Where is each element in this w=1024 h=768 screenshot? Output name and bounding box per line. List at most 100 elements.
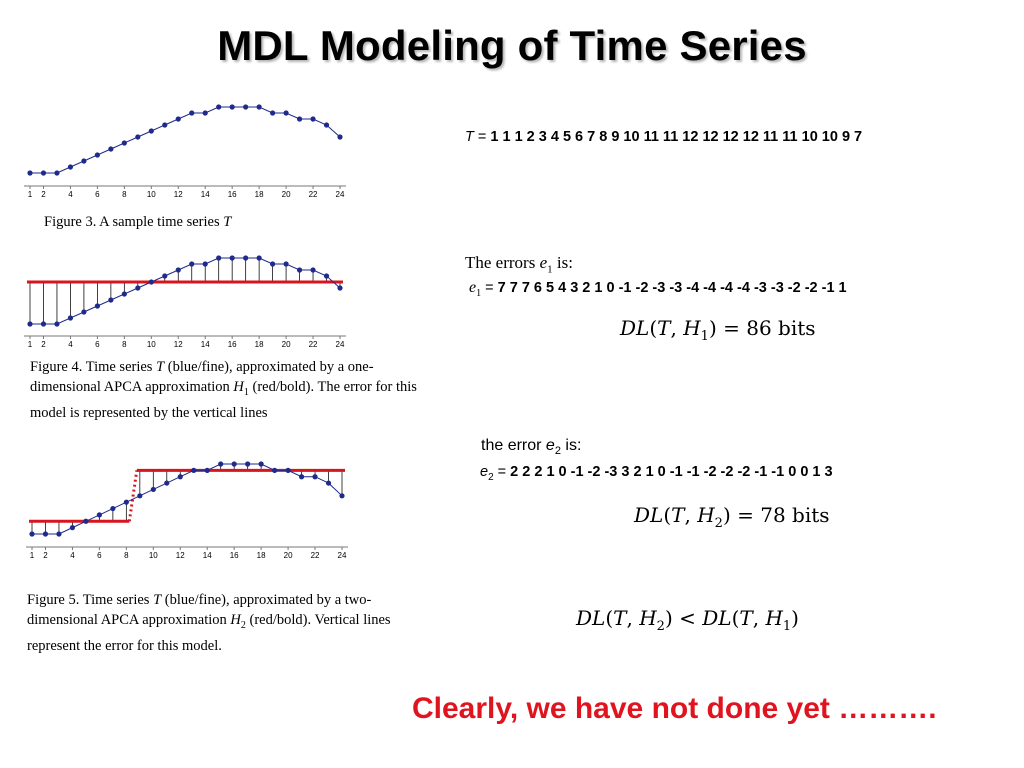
series-point bbox=[256, 104, 262, 110]
series-point bbox=[148, 128, 154, 134]
x-tick-label: 20 bbox=[282, 340, 291, 349]
series-point bbox=[175, 116, 181, 122]
errors-e2-values: e2 = 2 2 2 1 0 -1 -2 -3 3 2 1 0 -1 -1 -2… bbox=[480, 464, 833, 483]
series-point bbox=[83, 518, 89, 524]
series-point bbox=[148, 279, 154, 285]
x-tick-label: 1 bbox=[28, 340, 33, 349]
series-point bbox=[270, 110, 276, 116]
series-point bbox=[121, 291, 127, 297]
series-point bbox=[67, 315, 74, 321]
series-point bbox=[258, 461, 264, 467]
series-point bbox=[243, 104, 249, 110]
series-point bbox=[270, 261, 276, 267]
x-tick-label: 2 bbox=[41, 340, 46, 349]
series-point bbox=[272, 467, 278, 473]
figure-5-caption: Figure 5. Time series T (blue/fine), app… bbox=[27, 592, 391, 654]
series-point bbox=[202, 110, 208, 116]
x-tick-label: 12 bbox=[174, 340, 183, 349]
series-line bbox=[32, 463, 343, 535]
series-point bbox=[29, 531, 35, 537]
series-point bbox=[54, 170, 60, 176]
x-tick-label: 4 bbox=[70, 551, 75, 558]
series-point bbox=[191, 467, 197, 473]
series-point bbox=[337, 134, 343, 140]
series-point bbox=[296, 116, 303, 122]
series-point bbox=[296, 267, 303, 273]
errors-e1-intro: The errors e1 is: bbox=[465, 253, 573, 276]
series-point bbox=[216, 255, 222, 261]
x-tick-label: 22 bbox=[309, 340, 318, 349]
x-tick-label: 12 bbox=[176, 551, 185, 558]
series-point bbox=[323, 273, 330, 279]
series-point bbox=[189, 261, 195, 267]
series-point bbox=[229, 255, 235, 261]
x-tick-label: 14 bbox=[201, 190, 210, 199]
x-tick-label: 10 bbox=[149, 551, 158, 558]
series-point bbox=[323, 122, 330, 128]
series-point bbox=[231, 461, 237, 467]
series-point bbox=[310, 116, 316, 122]
series-point bbox=[150, 486, 156, 493]
x-tick-label: 6 bbox=[97, 551, 102, 558]
conclusion-text: Clearly, we have not done yet ………. bbox=[412, 692, 937, 725]
series-point bbox=[42, 531, 49, 537]
x-tick-label: 8 bbox=[122, 190, 127, 199]
series-point bbox=[94, 303, 100, 309]
series-point bbox=[245, 461, 251, 467]
dl-h2-equation: DL(T, H2) = 78 bits bbox=[634, 503, 830, 531]
series-point bbox=[337, 285, 343, 291]
x-tick-label: 10 bbox=[147, 340, 156, 349]
x-tick-label: 18 bbox=[255, 190, 264, 199]
series-point bbox=[81, 309, 87, 315]
series-point bbox=[27, 170, 33, 176]
x-tick-label: 22 bbox=[309, 190, 318, 199]
series-point bbox=[164, 480, 170, 486]
series-t-values: T = 1 1 1 2 3 4 5 6 7 8 9 10 11 11 12 12… bbox=[465, 129, 863, 145]
slide-title: MDL Modeling of Time Series bbox=[217, 22, 807, 69]
series-point bbox=[27, 321, 33, 327]
x-tick-label: 22 bbox=[311, 551, 320, 558]
x-tick-label: 14 bbox=[201, 340, 210, 349]
figure-4-caption: Figure 4. Time series T (blue/fine), app… bbox=[30, 359, 417, 421]
x-tick-label: 16 bbox=[230, 551, 239, 558]
series-point bbox=[204, 467, 210, 473]
x-tick-label: 16 bbox=[228, 190, 237, 199]
figure-3-caption: Figure 3. A sample time series T bbox=[44, 214, 232, 230]
series-point bbox=[285, 467, 291, 473]
x-tick-label: 20 bbox=[282, 190, 291, 199]
series-point bbox=[162, 273, 168, 279]
series-line bbox=[30, 106, 341, 174]
series-point bbox=[94, 152, 100, 158]
x-tick-label: 14 bbox=[203, 551, 212, 558]
x-tick-label: 6 bbox=[95, 340, 100, 349]
x-tick-label: 8 bbox=[122, 340, 127, 349]
series-point bbox=[189, 110, 195, 116]
figure-4-chart: 1 2 4 6 8 10 12 14 16 18 20 22 24 bbox=[24, 255, 346, 349]
series-point bbox=[56, 531, 62, 537]
series-point bbox=[325, 480, 332, 486]
series-point bbox=[177, 474, 183, 480]
x-tick-label: 2 bbox=[41, 190, 46, 199]
series-point bbox=[96, 512, 102, 518]
series-point bbox=[40, 170, 47, 176]
series-point bbox=[108, 146, 114, 152]
x-tick-label: 20 bbox=[284, 551, 293, 558]
x-tick-label: 1 bbox=[30, 551, 35, 558]
series-point bbox=[243, 255, 249, 261]
series-point bbox=[162, 122, 168, 128]
series-point bbox=[339, 493, 345, 499]
x-tick-label: 24 bbox=[336, 190, 345, 199]
dl-h1-equation: DL(T, H1) = 86 bits bbox=[620, 316, 816, 344]
series-point bbox=[312, 474, 318, 480]
series-line bbox=[30, 257, 341, 325]
series-point bbox=[40, 321, 47, 327]
x-tick-label: 4 bbox=[68, 190, 73, 199]
series-point bbox=[298, 474, 305, 480]
series-point bbox=[137, 493, 143, 499]
x-tick-label: 6 bbox=[95, 190, 100, 199]
errors-e1-values: e1 = 7 7 7 6 5 4 3 2 1 0 -1 -2 -3 -3 -4 … bbox=[469, 279, 847, 299]
figure-3-chart: 1 2 4 6 8 10 12 14 16 18 20 22 24 bbox=[24, 104, 346, 199]
series-point bbox=[69, 525, 76, 531]
series-point bbox=[121, 140, 127, 146]
dl-comparison-equation: DL(T, H2) < DL(T, H1) bbox=[576, 606, 799, 634]
